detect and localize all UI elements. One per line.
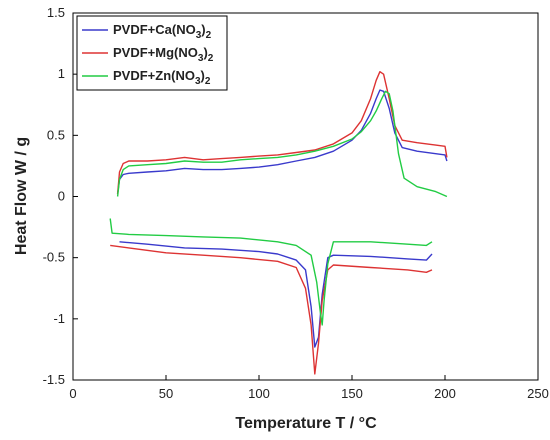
y-axis-ticks: -1.5 -1 -0.5 0 0.5 1 1.5 xyxy=(43,5,78,387)
legend-label-part: PVDF+Mg(NO xyxy=(113,45,198,60)
x-axis-label: Temperature T / °C xyxy=(235,415,377,432)
x-tick-label: 200 xyxy=(434,386,456,401)
y-tick-label: -1 xyxy=(53,311,65,326)
legend-label-part: 2 xyxy=(206,30,212,41)
legend-label-part: 3 xyxy=(196,30,202,41)
y-tick-label: 1.5 xyxy=(47,5,65,20)
series-line-cooling xyxy=(110,244,433,375)
series-line-heating xyxy=(116,89,448,195)
legend-label-part: PVDF+Zn(NO xyxy=(113,68,195,83)
series-line-cooling xyxy=(109,218,433,326)
legend-label-part: 3 xyxy=(195,76,201,87)
x-axis-ticks: 0 50 100 150 200 250 xyxy=(69,375,549,401)
legend-label-part: 3 xyxy=(198,53,204,64)
legend-label-part: ) xyxy=(201,22,205,37)
y-axis-label: Heat Flow W / g xyxy=(13,137,30,255)
series-line-cooling xyxy=(119,241,433,348)
series-lines xyxy=(109,71,448,375)
y-tick-label: -1.5 xyxy=(43,372,65,387)
x-tick-label: 50 xyxy=(159,386,173,401)
x-tick-label: 0 xyxy=(69,386,76,401)
legend-label-part: ) xyxy=(203,45,207,60)
y-tick-label: 0 xyxy=(58,189,65,204)
legend-label-part: ) xyxy=(201,68,205,83)
y-tick-label: 0.5 xyxy=(47,127,65,142)
x-tick-label: 100 xyxy=(248,386,270,401)
legend-label: PVDF+Zn(NO3)2 xyxy=(113,68,211,87)
y-tick-label: 1 xyxy=(58,66,65,81)
legend-label: PVDF+Mg(NO3)2 xyxy=(113,45,214,64)
x-tick-label: 150 xyxy=(341,386,363,401)
x-tick-label: 250 xyxy=(527,386,549,401)
legend-label-part: 2 xyxy=(205,76,211,87)
series-line-heating xyxy=(116,71,448,195)
legend-label: PVDF+Ca(NO3)2 xyxy=(113,22,212,41)
legend-label-part: 2 xyxy=(208,53,214,64)
y-tick-label: -0.5 xyxy=(43,250,65,265)
legend-label-part: PVDF+Ca(NO xyxy=(113,22,196,37)
series-line-heating xyxy=(116,90,448,198)
